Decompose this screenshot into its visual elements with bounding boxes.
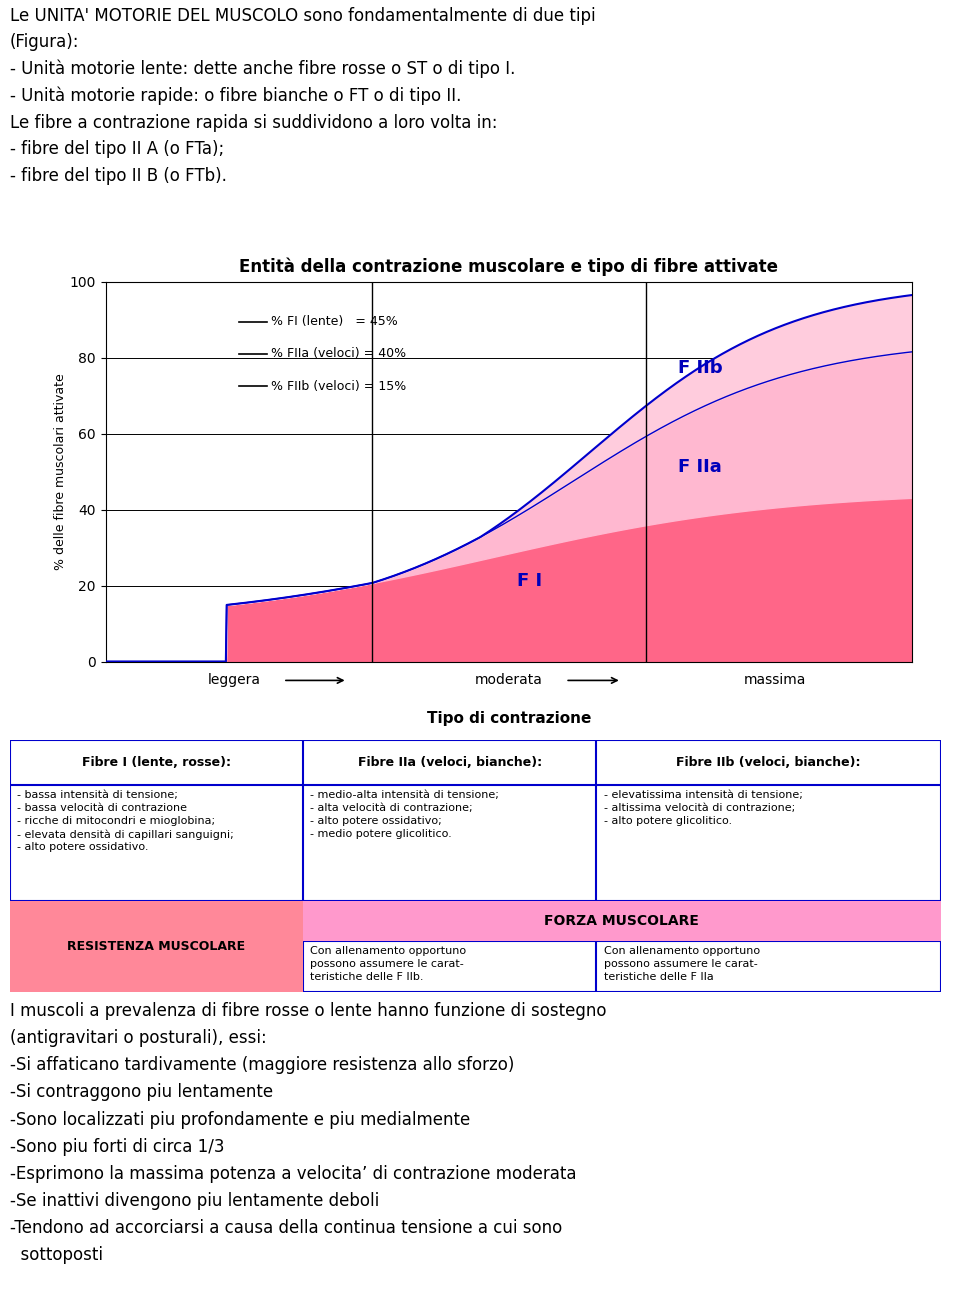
Text: Fibre IIa (veloci, bianche):: Fibre IIa (veloci, bianche):	[357, 756, 541, 769]
Text: leggera: leggera	[208, 673, 261, 688]
Text: Con allenamento opportuno
possono assumere le carat-
teristiche delle F IIa: Con allenamento opportuno possono assume…	[604, 946, 759, 982]
Text: F I: F I	[516, 571, 542, 590]
Text: Fibre I (lente, rosse):: Fibre I (lente, rosse):	[82, 756, 230, 769]
Y-axis label: % delle fibre muscolari attivate: % delle fibre muscolari attivate	[54, 373, 67, 570]
Text: F IIa: F IIa	[678, 457, 722, 476]
Text: FORZA MUSCOLARE: FORZA MUSCOLARE	[544, 914, 699, 929]
Text: I muscoli a prevalenza di fibre rosse o lente hanno funzione di sostegno
(antigr: I muscoli a prevalenza di fibre rosse o …	[10, 1002, 606, 1264]
Text: - elevatissima intensità di tensione;
- altissima velocità di contrazione;
- alt: - elevatissima intensità di tensione; - …	[604, 790, 803, 827]
Bar	[10, 901, 303, 992]
Text: Con allenamento opportuno
possono assumere le carat-
teristiche delle F IIb.: Con allenamento opportuno possono assume…	[310, 946, 467, 982]
Text: % FIIa (veloci) = 40%: % FIIa (veloci) = 40%	[271, 347, 406, 360]
Text: - medio-alta intensità di tensione;
- alta velocità di contrazione;
- alto poter: - medio-alta intensità di tensione; - al…	[310, 790, 499, 838]
Text: F IIb: F IIb	[678, 359, 723, 377]
Text: % FIIb (veloci) = 15%: % FIIb (veloci) = 15%	[271, 380, 406, 393]
Bar	[303, 901, 941, 942]
Text: - bassa intensità di tensione;
- bassa velocità di contrazione
- ricche di mitoc: - bassa intensità di tensione; - bassa v…	[17, 790, 234, 853]
Title: Entità della contrazione muscolare e tipo di fibre attivate: Entità della contrazione muscolare e tip…	[239, 258, 779, 276]
Text: moderata: moderata	[475, 673, 542, 688]
Text: % FI (lente)   = 45%: % FI (lente) = 45%	[271, 314, 397, 328]
Text: Le UNITA' MOTORIE DEL MUSCOLO sono fondamentalmente di due tipi
(Figura):
- Unit: Le UNITA' MOTORIE DEL MUSCOLO sono fonda…	[10, 7, 595, 185]
Text: Fibre IIb (veloci, bianche):: Fibre IIb (veloci, bianche):	[676, 756, 861, 769]
Text: RESISTENZA MUSCOLARE: RESISTENZA MUSCOLARE	[67, 939, 246, 952]
Text: massima: massima	[744, 673, 806, 688]
Text: Tipo di contrazione: Tipo di contrazione	[426, 711, 591, 726]
